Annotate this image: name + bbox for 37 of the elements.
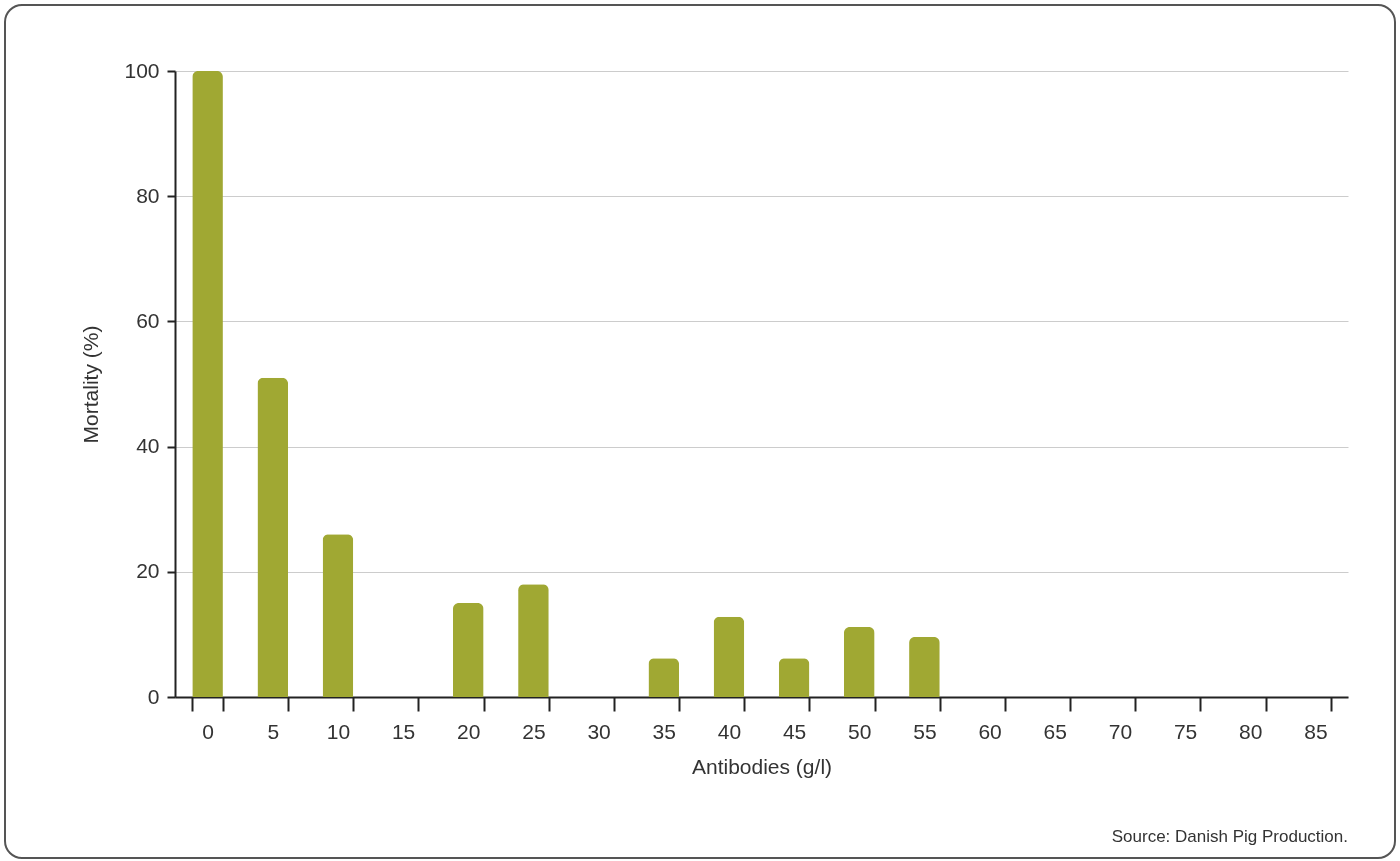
x-tick-label: 65 (1043, 719, 1067, 743)
x-axis-title: Antibodies (g/l) (691, 754, 833, 778)
bar (518, 584, 549, 697)
x-tick-label: 45 (782, 719, 807, 743)
x-tick-label: 50 (848, 719, 872, 743)
bar (257, 377, 289, 697)
bar (192, 71, 223, 697)
x-tick-label: 75 (1173, 719, 1198, 743)
bar (648, 658, 680, 697)
x-tick-label: 40 (717, 719, 742, 743)
x-tick-label: 5 (267, 719, 280, 743)
x-tick-label: 0 (202, 719, 214, 743)
source-note: Source: Danish Pig Production. (1111, 827, 1348, 846)
x-tick-label: 25 (522, 719, 546, 743)
y-tick-label: 20 (136, 559, 160, 583)
x-tick-label: 20 (457, 719, 481, 743)
bar (713, 616, 745, 697)
bar (843, 626, 875, 697)
y-tick-label: 40 (136, 434, 160, 458)
x-tick-label: 15 (391, 719, 416, 743)
bar (778, 658, 810, 697)
x-tick-label: 70 (1108, 719, 1133, 743)
y-tick-label: 60 (136, 308, 160, 332)
x-tick-label: 80 (1239, 719, 1263, 743)
bar (452, 603, 484, 697)
x-tick-label: 85 (1304, 719, 1328, 743)
x-tick-label: 55 (913, 719, 937, 743)
x-tick-label: 10 (326, 719, 351, 743)
x-tick-label: 30 (587, 719, 611, 743)
x-tick-label: 35 (652, 719, 676, 743)
y-tick-label: 100 (124, 58, 160, 82)
y-axis-title: Mortality (%) (79, 325, 103, 444)
y-tick-label: 80 (136, 183, 160, 207)
y-tick-label: 0 (147, 684, 160, 708)
x-tick-label: 60 (978, 719, 1002, 743)
bar (909, 636, 940, 697)
bar (322, 534, 354, 697)
